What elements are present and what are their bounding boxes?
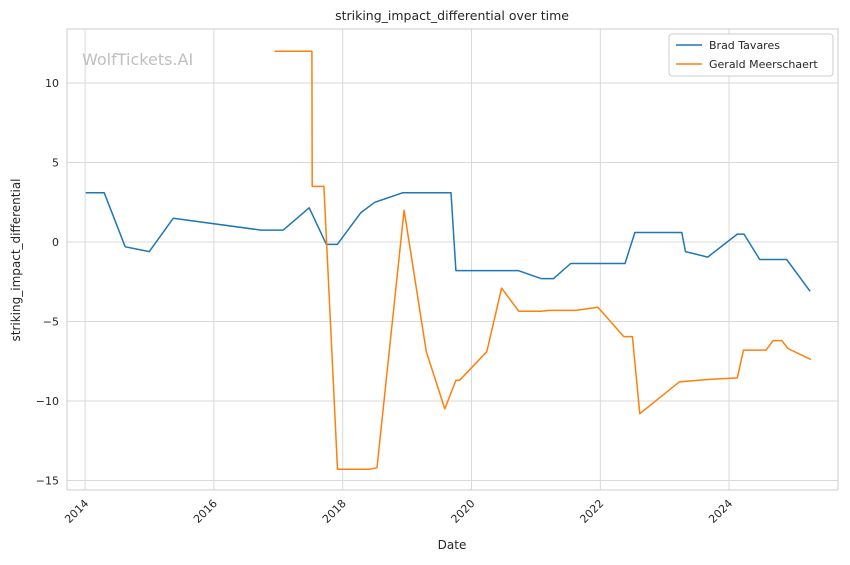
x-tick-label: 2020	[449, 497, 478, 526]
tick-labels: 2014 2016 2018 2020 2022 2024 10 5 0 −5 −10 −15	[36, 77, 735, 526]
x-tick-label: 2016	[191, 497, 220, 526]
chart-title: striking_impact_differential over time	[335, 8, 569, 23]
x-tick-label: 2024	[706, 497, 735, 526]
y-tick-label: −15	[36, 474, 59, 487]
legend-label-brad-tavares: Brad Tavares	[709, 39, 780, 52]
legend-box	[668, 33, 834, 77]
series-line-gerald-meerschaert	[274, 50, 812, 471]
x-axis-label: Date	[438, 538, 467, 552]
y-tick-label: −5	[43, 315, 59, 328]
x-tick-label: 2018	[320, 497, 349, 526]
plot-area-frame	[66, 28, 839, 491]
y-axis-label: striking_impact_differential	[9, 178, 23, 341]
y-tick-label: 10	[45, 77, 59, 90]
y-tick-label: 5	[52, 157, 59, 170]
y-tick-label: −10	[36, 395, 59, 408]
watermark-text: WolfTickets.AI	[82, 50, 193, 69]
series-line-brad-tavares	[85, 191, 811, 292]
series-lines	[85, 50, 812, 471]
legend: Brad Tavares Gerald Meerschaert	[668, 33, 834, 77]
legend-label-gerald-meerschaert: Gerald Meerschaert	[709, 58, 818, 71]
x-tick-label: 2014	[62, 497, 91, 526]
x-tick-label: 2022	[577, 497, 606, 526]
grid-lines	[67, 29, 838, 490]
y-tick-label: 0	[52, 236, 59, 249]
